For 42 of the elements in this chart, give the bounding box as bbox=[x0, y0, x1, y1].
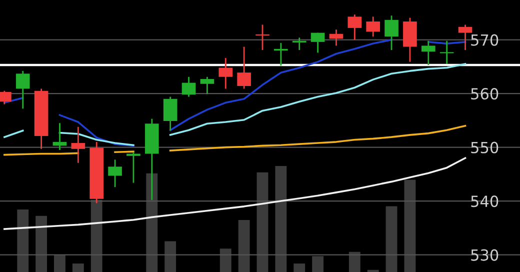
bar bbox=[312, 256, 324, 272]
candlestick bbox=[256, 24, 270, 51]
bar bbox=[256, 172, 268, 272]
bar bbox=[54, 255, 66, 272]
candlestick bbox=[292, 36, 306, 51]
candlestick bbox=[126, 151, 140, 184]
y-tick-label: 530 bbox=[471, 249, 498, 261]
candlestick bbox=[329, 28, 344, 46]
candlestick bbox=[366, 16, 380, 38]
candlestick bbox=[71, 126, 86, 164]
candlestick bbox=[421, 40, 436, 66]
candlestick bbox=[182, 76, 196, 98]
line-series bbox=[4, 157, 466, 230]
candlestick bbox=[274, 42, 288, 66]
bar bbox=[238, 220, 250, 272]
y-tick-label: 540 bbox=[471, 196, 498, 208]
candlestick bbox=[458, 24, 472, 51]
candlestick bbox=[440, 40, 454, 65]
candlestick bbox=[163, 96, 178, 132]
y-tick-label: 550 bbox=[471, 142, 498, 154]
bar bbox=[386, 206, 398, 272]
bar bbox=[220, 248, 232, 272]
bar bbox=[164, 241, 176, 272]
bar bbox=[146, 173, 158, 272]
bar bbox=[294, 264, 306, 272]
candlestick bbox=[237, 46, 251, 90]
candlestick bbox=[310, 32, 325, 54]
candlestick bbox=[200, 76, 214, 95]
bar bbox=[72, 264, 84, 272]
y-tick-label: 560 bbox=[471, 88, 498, 100]
candlestick bbox=[348, 14, 362, 40]
candlestick bbox=[384, 14, 398, 51]
candlestick bbox=[52, 122, 67, 151]
candlestick bbox=[108, 158, 122, 188]
bar bbox=[275, 166, 287, 272]
bar bbox=[17, 209, 29, 272]
candlestick bbox=[16, 70, 30, 110]
bar bbox=[36, 216, 48, 272]
candlestick bbox=[218, 57, 233, 90]
bar bbox=[404, 180, 416, 272]
y-tick-label: 570 bbox=[471, 34, 498, 46]
bar bbox=[348, 252, 360, 272]
